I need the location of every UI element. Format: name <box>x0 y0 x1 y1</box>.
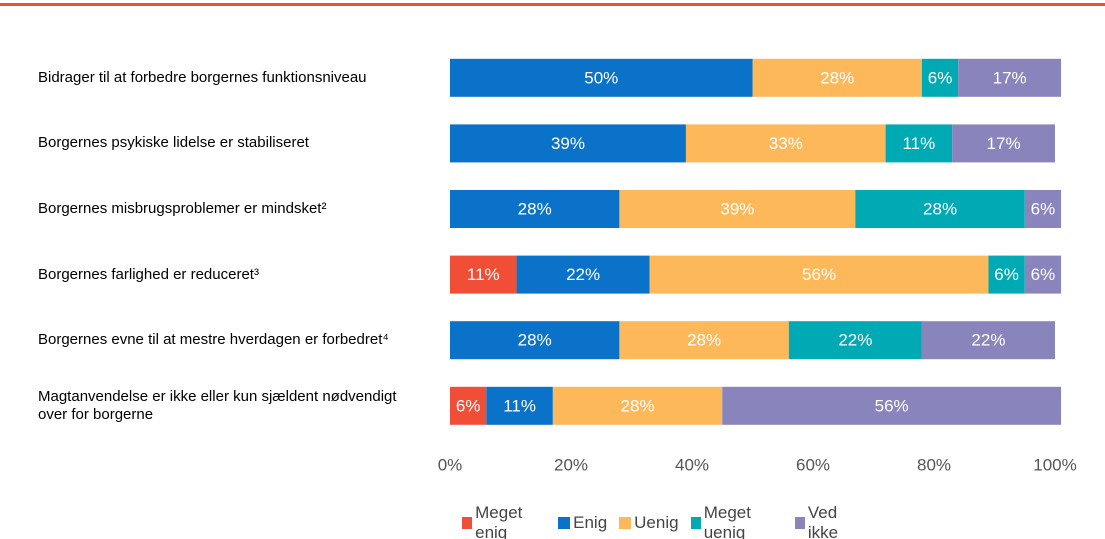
value-label: 28% <box>518 199 552 218</box>
legend-swatch <box>690 517 701 529</box>
top-rule <box>0 3 1105 6</box>
bar-segment <box>450 321 620 360</box>
value-label: 17% <box>987 134 1021 153</box>
legend-label: Meget uenig <box>703 503 751 539</box>
category-label: Borgernes psykiske lidelse er stabiliser… <box>38 134 309 152</box>
x-tick-label: 20% <box>554 455 588 474</box>
bar-segment <box>921 321 1055 360</box>
value-label: 22% <box>566 265 600 284</box>
value-label: 6% <box>456 396 481 415</box>
value-label: 11% <box>467 265 500 284</box>
legend-swatch <box>794 517 805 529</box>
category-label: Borgernes evne til at mestre hverdagen e… <box>38 331 389 349</box>
legend-item: Ved ikke <box>794 503 862 539</box>
value-label: 6% <box>928 68 953 87</box>
legend-swatch <box>462 517 473 529</box>
value-label: 28% <box>518 331 552 350</box>
value-label: 22% <box>971 331 1005 350</box>
value-label: 6% <box>1031 199 1056 218</box>
value-label: 11% <box>902 134 935 153</box>
legend-label: Meget enig <box>475 503 523 539</box>
x-tick-label: 100% <box>1033 455 1076 474</box>
legend-label: Uenig <box>634 513 679 532</box>
bar-segment <box>952 124 1055 163</box>
legend-item: Meget enig <box>462 503 546 539</box>
bar-segment <box>988 255 1025 294</box>
value-label: 56% <box>802 265 836 284</box>
value-label: 6% <box>1031 265 1056 284</box>
category-label: Borgernes misbrugsproblemer er mindsket² <box>38 200 327 217</box>
value-label: 28% <box>621 396 655 415</box>
category-label: Borgernes farlighed er reduceret³ <box>38 265 259 283</box>
bar-segment <box>619 321 789 360</box>
value-label: 28% <box>923 199 957 218</box>
legend-item: Enig <box>558 503 607 539</box>
value-label: 39% <box>551 134 585 153</box>
bar-segment <box>958 58 1062 97</box>
legend-item: Uenig <box>619 503 679 539</box>
bar-segment <box>450 255 517 294</box>
bar-segment <box>752 58 922 97</box>
bar-segment <box>1024 255 1062 294</box>
bar-segment <box>788 321 922 360</box>
value-label: 28% <box>687 331 721 350</box>
bar-segment <box>1024 190 1062 228</box>
value-label: 39% <box>720 199 754 218</box>
bar-segment <box>450 124 686 163</box>
value-label: 50% <box>584 68 618 87</box>
bar-segment <box>450 386 487 425</box>
bar-segment <box>552 386 723 425</box>
value-label: 56% <box>875 396 909 415</box>
bar-segment <box>486 386 553 425</box>
bar-segment <box>855 190 1025 228</box>
bar-segment <box>619 190 856 228</box>
x-tick-label: 0% <box>438 455 463 474</box>
legend: Meget enig Enig Uenig Meget uenig Ved ikke <box>462 503 862 539</box>
x-tick-label: 60% <box>796 455 830 474</box>
x-tick-label: 40% <box>675 455 709 474</box>
x-tick-label: 80% <box>917 455 951 474</box>
value-label: 28% <box>820 68 854 87</box>
legend-swatch <box>619 517 632 529</box>
legend-swatch <box>558 517 571 529</box>
legend-item: Meget uenig <box>690 503 783 539</box>
bar-segment <box>685 124 886 163</box>
legend-label: Enig <box>573 513 608 532</box>
value-label: 22% <box>838 331 872 350</box>
value-label: 17% <box>993 68 1027 87</box>
bar-segment <box>885 124 953 163</box>
category-label: Magtanvendelse er ikke eller kun sjælden… <box>38 387 397 423</box>
bar-segment <box>450 190 620 228</box>
bar-segment <box>921 58 959 97</box>
legend-label: Ved ikke <box>807 503 839 539</box>
bar-segment <box>516 255 650 294</box>
bar-segment <box>649 255 989 294</box>
value-label: 33% <box>769 134 803 153</box>
bar-segment <box>722 386 1062 425</box>
bar-segment <box>450 58 753 97</box>
value-label: 11% <box>503 396 536 415</box>
value-label: 6% <box>994 265 1019 284</box>
category-label: Bidrager til at forbedre borgernes funkt… <box>38 68 367 86</box>
